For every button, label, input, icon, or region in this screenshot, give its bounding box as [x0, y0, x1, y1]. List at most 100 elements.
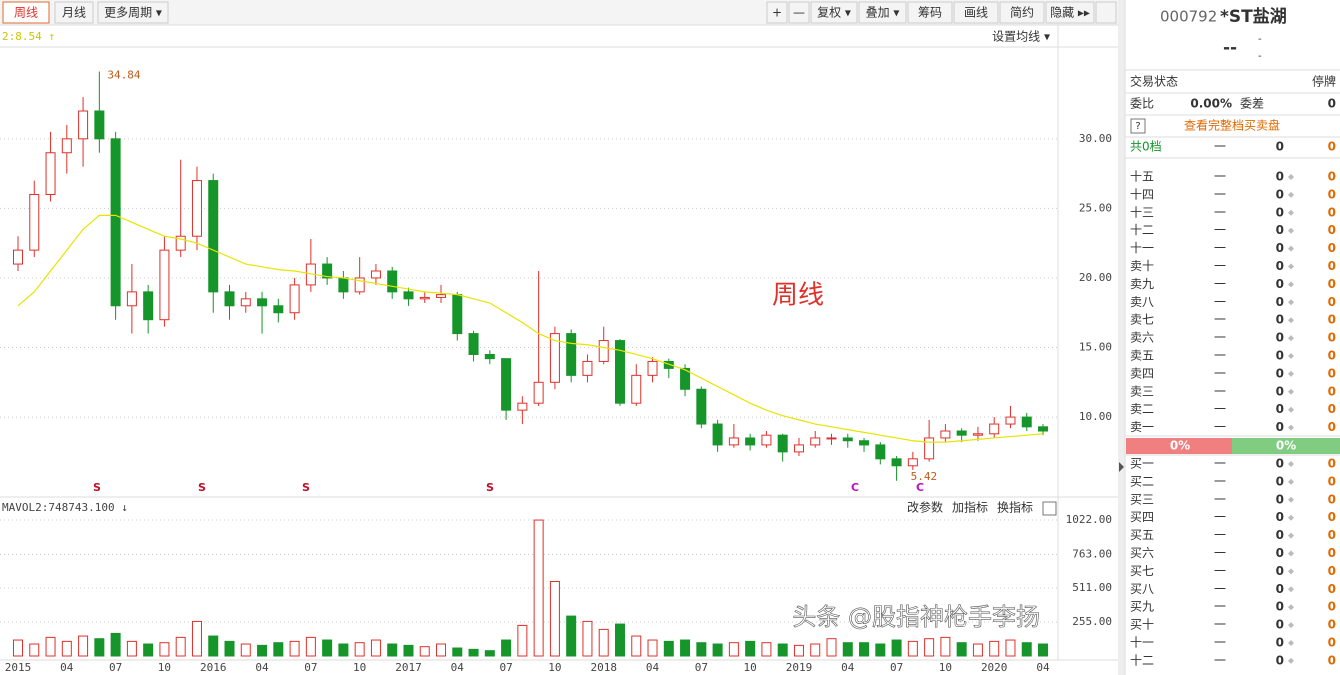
tool-button[interactable]: [766, 1, 788, 24]
level-name: 共0档: [1130, 140, 1162, 154]
tool-label[interactable]: 隐藏 ▸▸: [1050, 6, 1090, 20]
level-count: 0: [1328, 600, 1336, 614]
x-tick-label: 10: [939, 661, 952, 674]
ma-settings[interactable]: 设置均线 ▾: [992, 30, 1050, 44]
candle-body: [972, 433, 983, 436]
level-volume: 0: [1276, 474, 1284, 488]
level-name: 买七: [1130, 564, 1154, 578]
candle-body: [208, 180, 219, 293]
help-text[interactable]: ?: [1135, 121, 1140, 132]
x-tick-label: 04: [1036, 661, 1050, 674]
volume-bar: [403, 644, 414, 657]
level-price: 一: [1214, 277, 1226, 291]
candle-body: [566, 333, 577, 376]
tool-label[interactable]: 简约: [1010, 5, 1034, 20]
candle-body: [793, 444, 804, 453]
volume-bar: [924, 638, 935, 657]
volume-bar: [143, 643, 154, 657]
x-tick-label: 2016: [200, 661, 227, 674]
tool-label[interactable]: —: [793, 6, 805, 20]
level-icon: [1288, 263, 1294, 270]
level-count: 0: [1328, 618, 1336, 632]
level-volume: 0: [1276, 402, 1284, 416]
level-name: 卖五: [1130, 349, 1154, 363]
candle-body: [240, 298, 251, 307]
level-volume: 0: [1276, 564, 1284, 578]
level-volume: 0: [1276, 546, 1284, 560]
candle-body: [322, 263, 333, 279]
tool-button[interactable]: [999, 1, 1045, 24]
level-volume: 0: [1276, 492, 1284, 506]
y-tick-label: 15.00: [1079, 341, 1112, 354]
level-icon: [1288, 461, 1294, 467]
level-volume: 0: [1276, 349, 1284, 363]
tab[interactable]: [2, 1, 50, 24]
volume-bar: [989, 640, 1000, 657]
help-icon[interactable]: [1130, 118, 1146, 134]
volume-bar: [289, 640, 300, 657]
level-icon: [1288, 406, 1294, 413]
level-price: 一: [1214, 420, 1226, 434]
depth-link[interactable]: 查看完整档买卖盘: [1184, 118, 1280, 133]
splitter-arrow[interactable]: [1119, 462, 1124, 472]
tool-label[interactable]: 画线: [964, 6, 988, 20]
candle-body: [598, 340, 609, 362]
tool-button[interactable]: [953, 1, 999, 24]
change-pct: -: [1258, 51, 1262, 62]
level-icon: [1288, 299, 1294, 306]
volume-bar: [468, 648, 479, 657]
indicator-button[interactable]: 改参数: [907, 500, 943, 515]
candle-body: [907, 458, 918, 467]
volume-bar: [875, 643, 886, 657]
tab-label[interactable]: 月线: [62, 6, 86, 20]
level-count: 0: [1328, 492, 1336, 506]
splitter[interactable]: [1118, 0, 1125, 675]
volume-bar: [972, 643, 983, 657]
level-count: 0: [1328, 349, 1336, 363]
level-price: 一: [1214, 241, 1226, 255]
level-count: 0: [1328, 277, 1336, 291]
level-volume: 0: [1276, 277, 1284, 291]
tool-label[interactable]: 筹码: [918, 6, 942, 20]
tab[interactable]: [97, 1, 169, 24]
x-tick-label: 07: [695, 661, 708, 674]
tool-button[interactable]: [810, 1, 858, 24]
level-volume: 0: [1276, 510, 1284, 524]
tool-label[interactable]: 复权 ▾: [817, 6, 851, 20]
level-icon: [1288, 640, 1294, 646]
tab[interactable]: [54, 1, 94, 24]
x-tick-label: 04: [646, 661, 660, 674]
volume-bar: [13, 639, 23, 657]
tool-button[interactable]: [907, 1, 953, 24]
volume-bar: [484, 650, 495, 657]
tab-label[interactable]: 周线: [14, 6, 38, 20]
candle-body: [517, 402, 528, 411]
level-name: 十四: [1130, 187, 1154, 201]
close-button[interactable]: [1042, 501, 1057, 516]
level-icon: [1288, 568, 1294, 575]
candle-body: [29, 193, 40, 251]
volume-bar: [891, 639, 902, 657]
tool-button[interactable]: [858, 1, 907, 24]
tab-label[interactable]: 更多周期 ▾: [104, 6, 162, 20]
signal-marker: S: [486, 481, 494, 494]
fullscreen-button[interactable]: [1095, 1, 1117, 24]
level-icon: [1288, 209, 1294, 216]
tool-button[interactable]: [788, 1, 810, 24]
tool-button[interactable]: [1045, 1, 1095, 24]
tool-label[interactable]: +: [772, 6, 782, 20]
volume-bar: [517, 624, 528, 657]
volume-bar: [110, 632, 121, 657]
level-name: 买九: [1130, 600, 1154, 614]
volume-bar: [777, 643, 788, 657]
indicator-button[interactable]: 加指标: [952, 500, 988, 515]
level-name: 卖四: [1130, 366, 1154, 380]
tool-label[interactable]: 叠加 ▾: [866, 6, 900, 20]
level-price: 一: [1214, 653, 1226, 667]
x-tick-label: 04: [451, 661, 465, 674]
level-volume: 0: [1276, 384, 1284, 398]
y-tick-label: 255.00: [1072, 615, 1112, 628]
indicator-button[interactable]: 换指标: [997, 500, 1033, 515]
level-name: 十三: [1130, 205, 1154, 219]
